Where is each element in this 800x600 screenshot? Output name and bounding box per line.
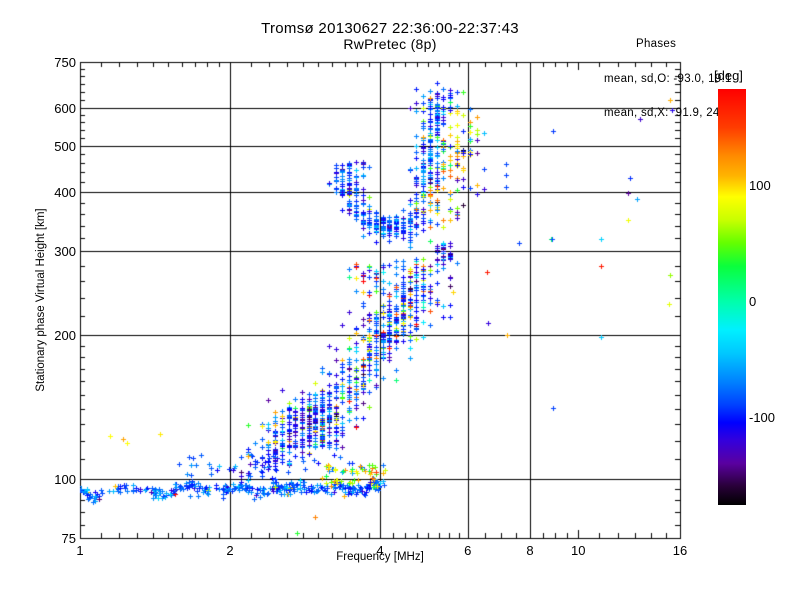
y-tick-label: 100 (54, 471, 76, 487)
y-tick-label: 500 (54, 138, 76, 154)
y-axis-title: Stationary phase Virtual Height [km] (35, 208, 47, 392)
phase-stats-o-line: mean, sd,O: -93.0, 19.1 (604, 72, 732, 85)
x-tick-label: 8 (526, 543, 534, 558)
x-tick-label: 6 (464, 543, 472, 558)
plot-area (80, 62, 680, 538)
x-axis-title: Frequency [MHz] (336, 551, 424, 563)
x-tick-label: 2 (226, 543, 234, 558)
colorbar-tick-label: 100 (749, 178, 771, 194)
phase-stats-title: Phases (636, 38, 677, 50)
y-tick-label: 750 (54, 55, 76, 70)
plot-title: Tromsø 20130627 22:36:00-22:37:43 (261, 20, 519, 37)
x-tick-label: 10 (571, 543, 586, 558)
y-tick-label: 600 (54, 101, 76, 117)
colorbar-unit-label: [deg] (714, 68, 743, 83)
y-tick-label: 200 (54, 328, 76, 344)
y-tick-label: 400 (54, 184, 76, 200)
phase-stats-block: Phases mean, sd,O: -93.0, 19.1 mean, sd,… (604, 16, 732, 143)
x-tick-label: 4 (376, 543, 384, 558)
colorbar-tick-label: 0 (749, 294, 757, 310)
x-tick-label: 1 (76, 543, 84, 558)
y-tick-label: 300 (54, 244, 76, 260)
x-tick-label: 16 (672, 543, 688, 558)
colorbar (718, 89, 746, 505)
phase-stats-x-line: mean, sd,X: 91.9, 24.8 (604, 107, 730, 119)
plot-subtitle: RwPretec (8p) (343, 36, 437, 52)
colorbar-tick-label: -100 (749, 409, 776, 425)
y-tick-label: 75 (61, 531, 76, 546)
